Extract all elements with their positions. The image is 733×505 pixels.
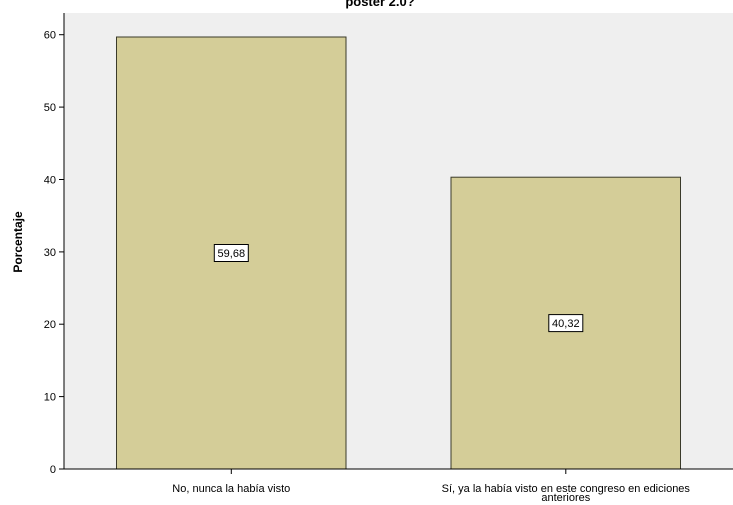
data-label-box-1 [213, 244, 249, 262]
data-label-1: 59,68 [218, 248, 246, 260]
chart-title: poster 2.0? [345, 0, 414, 9]
y-tick-label-30: 30 [44, 247, 56, 259]
y-tick-label-60: 60 [44, 30, 56, 42]
y-tick-label-0: 0 [50, 464, 56, 476]
x-tick-label-2-line-1: Sí, ya la había visto en este congreso e… [442, 483, 691, 495]
y-tick-label-10: 10 [44, 392, 56, 404]
x-tick-label-1: No, nunca la había visto [172, 483, 290, 495]
bars-layer: 59,68 40,32 [116, 36, 681, 470]
data-label-box-2 [548, 314, 584, 333]
y-tick-label-20: 20 [44, 319, 56, 331]
y-tick-label-40: 40 [44, 175, 56, 187]
x-tick-label-2-line-2: anteriores [541, 492, 590, 504]
y-axis-label: Porcentaje [11, 211, 25, 273]
axis-layer: No, nunca la había visto Sí, ya la había … [44, 13, 733, 504]
y-tick-label-50: 50 [44, 102, 56, 114]
data-label-2: 40,32 [552, 318, 580, 330]
